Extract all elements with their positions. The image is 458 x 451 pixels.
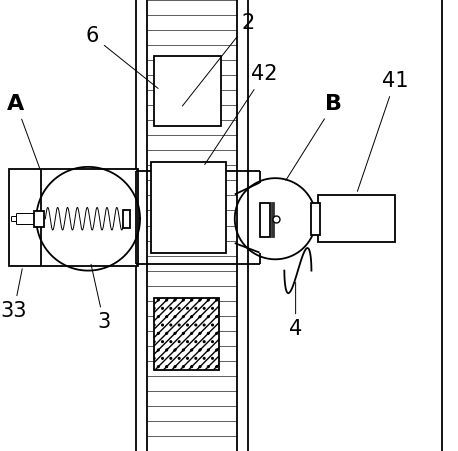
Bar: [151, 162, 226, 253]
Bar: [311, 203, 320, 235]
Text: 2: 2: [182, 13, 255, 106]
Bar: [261, 203, 270, 237]
Bar: [9, 169, 138, 266]
Text: 3: 3: [91, 264, 110, 332]
Bar: [153, 56, 221, 126]
Text: 6: 6: [86, 26, 158, 88]
Text: B: B: [286, 94, 343, 180]
Text: 42: 42: [205, 64, 277, 165]
Bar: [272, 203, 274, 237]
Text: 41: 41: [357, 71, 408, 191]
Bar: [34, 211, 44, 227]
Bar: [318, 195, 395, 242]
Bar: [123, 210, 130, 228]
Text: A: A: [7, 94, 40, 169]
Text: 4: 4: [289, 282, 302, 339]
Bar: [153, 298, 219, 370]
Text: 33: 33: [0, 269, 27, 321]
